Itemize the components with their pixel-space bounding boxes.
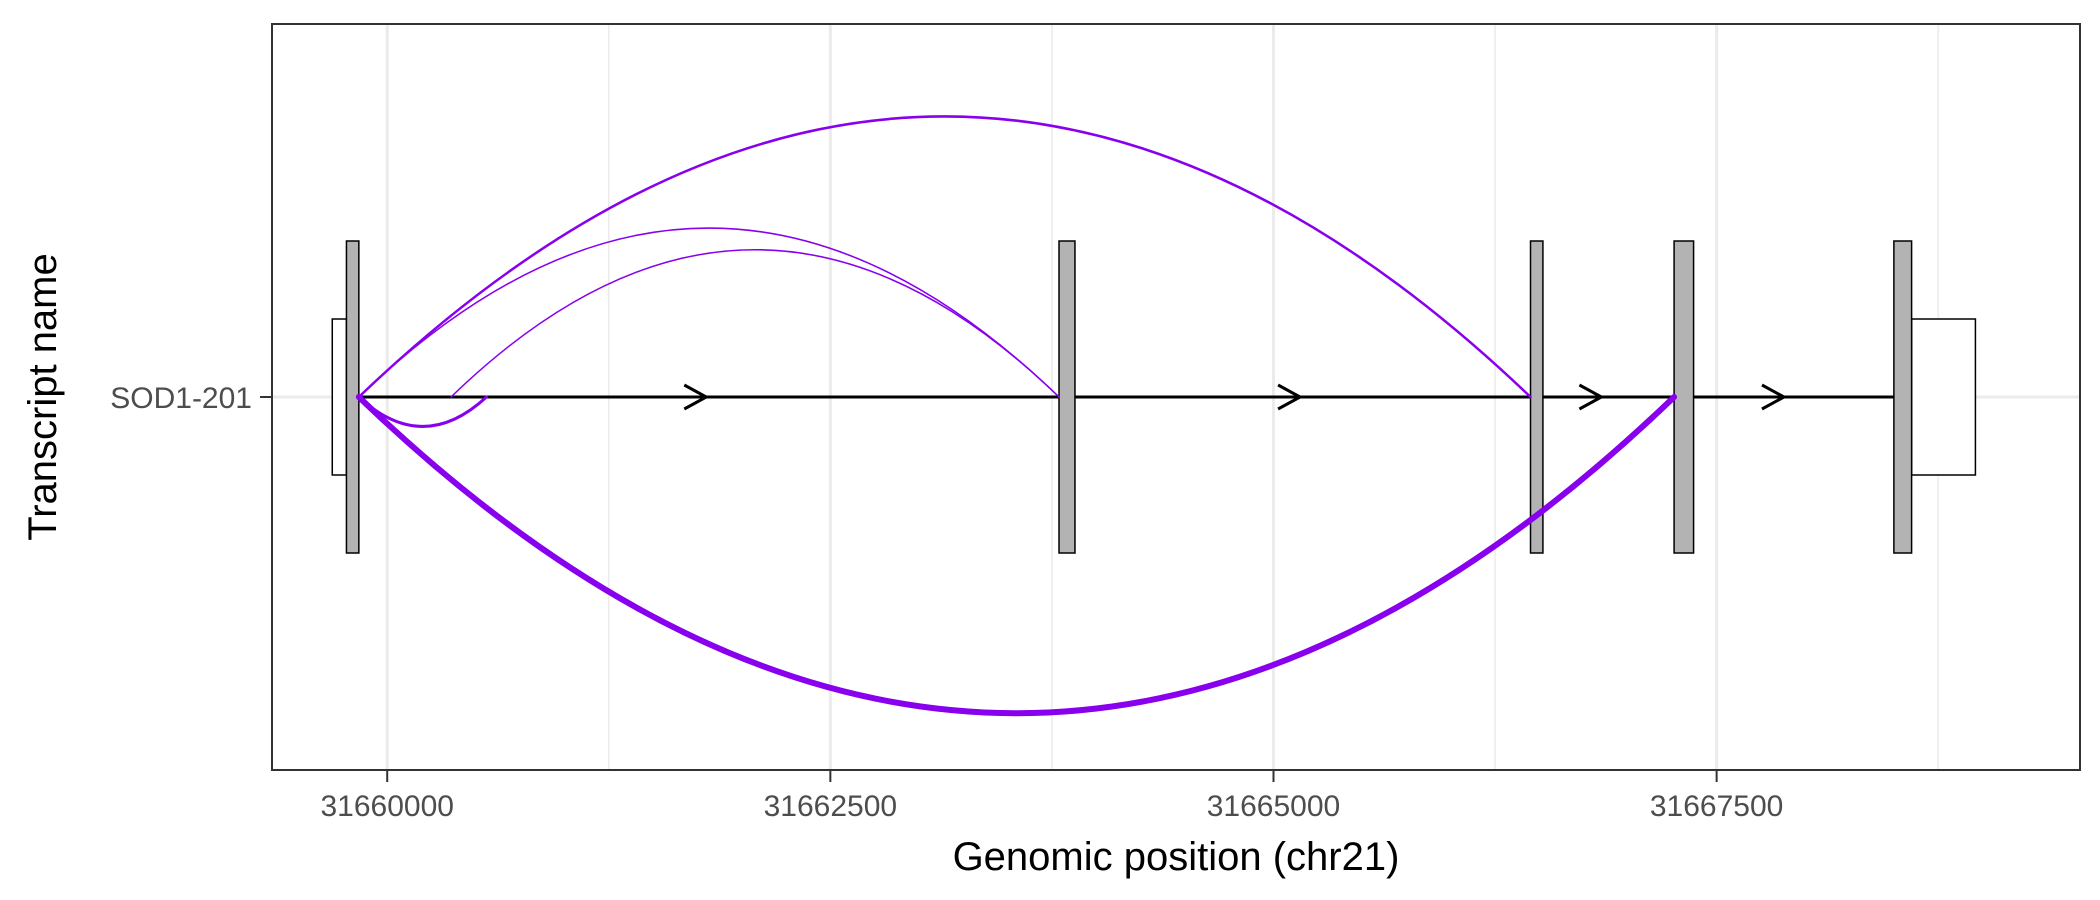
x-tick-label: 31665000 (1207, 790, 1340, 823)
exon-block (1529, 240, 1544, 554)
strand-arrow (1277, 383, 1304, 411)
exon-block (1058, 240, 1076, 554)
strand-arrow (1578, 383, 1605, 411)
x-axis-title: Genomic position (chr21) (953, 835, 1400, 879)
x-tick-label: 31667500 (1650, 790, 1783, 823)
x-tick-label: 31662500 (764, 790, 897, 823)
x-tick-label: 31660000 (320, 790, 453, 823)
x-axis: 31660000 31662500 31665000 31667500 (320, 770, 1783, 823)
strand-arrow (1761, 383, 1788, 411)
y-axis: SOD1-201 (110, 382, 272, 415)
utr-block (1910, 318, 1977, 476)
y-axis-title: Transcript name (21, 253, 65, 541)
strand-arrow (683, 383, 710, 411)
junction-arcs (355, 115, 1678, 717)
y-tick-label: SOD1-201 (110, 382, 252, 415)
transcript-track (331, 240, 1977, 554)
utr-block (331, 318, 348, 476)
junction-arc (357, 115, 1532, 399)
exon-block (1893, 240, 1913, 554)
junction-arc (358, 227, 1060, 398)
junction-arc (355, 394, 1678, 717)
junction-arc (450, 249, 1060, 398)
